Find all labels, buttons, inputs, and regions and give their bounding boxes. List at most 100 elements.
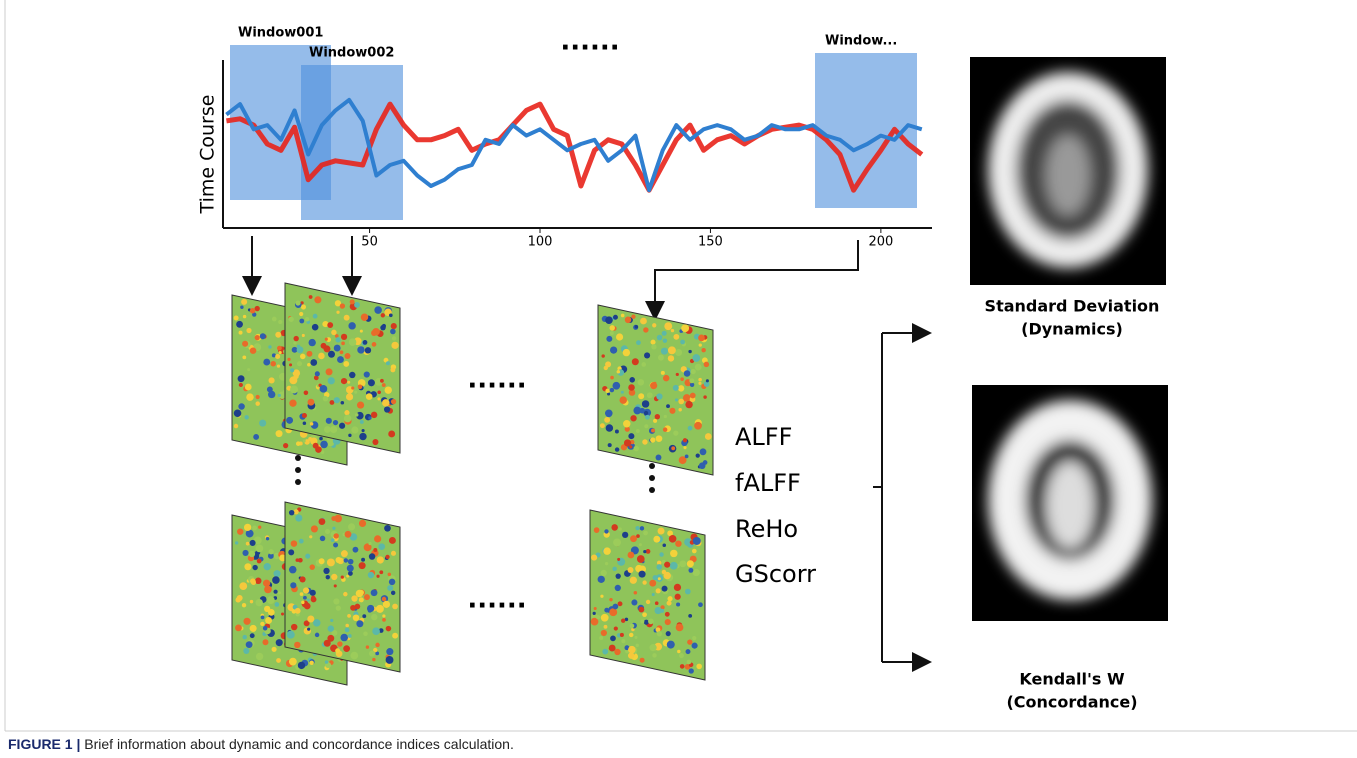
matrix-dot (632, 358, 639, 365)
matrix-dot (350, 652, 358, 660)
output-subtitle: (Dynamics) (1021, 320, 1123, 339)
matrix-dot (283, 443, 288, 448)
vertical-dots (295, 455, 655, 493)
matrix-dot (307, 628, 310, 631)
matrix-dot (272, 647, 277, 652)
matrix-dot (340, 634, 348, 642)
matrix-dot (392, 604, 398, 610)
matrix-dot (314, 296, 321, 303)
matrix-dot (277, 365, 280, 368)
matrix-dot (644, 411, 648, 415)
matrix-dot (602, 649, 608, 655)
matrix-dot (243, 648, 249, 654)
matrix-dot (309, 295, 313, 299)
matrix-dot (663, 427, 667, 431)
matrix-dot (610, 346, 617, 353)
matrix-dot (369, 553, 375, 559)
matrix-dot (308, 399, 315, 406)
matrix-dot (628, 384, 635, 391)
matrix-dot (275, 332, 281, 338)
matrix-dot (591, 554, 597, 560)
matrix-dot (377, 397, 380, 400)
matrix-dot (633, 446, 639, 452)
matrix-dot (263, 359, 270, 366)
matrix-dot (688, 614, 692, 618)
matrix-dot (275, 602, 280, 607)
matrix-dot (701, 348, 705, 352)
matrix-dot (386, 626, 391, 631)
matrix-dot (288, 549, 294, 555)
matrix-dot (349, 338, 357, 346)
matrix-dot (259, 420, 266, 427)
matrix-dot (633, 407, 641, 415)
matrix-dot (661, 348, 668, 355)
matrix-dot (298, 662, 305, 669)
matrix-dot (273, 570, 280, 577)
matrix-dot (656, 435, 663, 442)
matrix-dot (357, 402, 364, 409)
matrix-dot (380, 379, 384, 383)
matrix-dot (648, 618, 654, 624)
matrix-dot (604, 625, 608, 629)
ellipsis: ...... (467, 365, 526, 395)
matrix-dot (618, 601, 623, 606)
matrix-dot (256, 395, 260, 399)
matrix-dot (266, 537, 269, 540)
matrix-dot (605, 562, 608, 565)
matrix-dot (376, 575, 379, 578)
matrix-dot (252, 565, 257, 570)
matrix-dot (372, 658, 375, 661)
matrix-dot (690, 393, 696, 399)
matrix-dot (344, 315, 350, 321)
matrix-dot (696, 453, 700, 457)
matrix-dot (297, 361, 302, 366)
matrix-dot (640, 526, 644, 530)
matrix-dot (309, 661, 313, 665)
matrix-dot (335, 648, 340, 653)
matrix-dot (294, 509, 299, 514)
matrix-dot (273, 590, 277, 594)
matrix-dot (346, 393, 353, 400)
matrix-dot (630, 624, 635, 629)
matrix-dot (350, 299, 355, 304)
matrix-dot (610, 331, 614, 335)
matrix-dot (345, 624, 349, 628)
matrix-dot (617, 558, 620, 561)
matrix-dot (336, 605, 341, 610)
matrix-dot (601, 570, 607, 576)
matrix-dot (657, 631, 662, 636)
matrix-dot (680, 340, 685, 345)
matrix-dot (382, 597, 387, 602)
matrix-dot (651, 428, 655, 432)
matrix-dot (663, 375, 669, 381)
matrix-dot (361, 558, 365, 562)
matrix-dot (684, 370, 691, 377)
output-title: Kendall's W (1019, 670, 1125, 689)
matrix-plane (285, 502, 400, 672)
matrix-dot (253, 434, 259, 440)
x-tick-label: 50 (361, 235, 378, 250)
matrix-dot (289, 400, 296, 407)
matrix-dot (363, 340, 368, 345)
matrix-dot (703, 395, 706, 398)
matrix-dot (610, 376, 614, 380)
output-subtitle: (Concordance) (1006, 693, 1137, 712)
matrix-dot (692, 643, 698, 649)
matrix-dot (692, 549, 697, 554)
matrix-dot (683, 446, 686, 449)
matrix-dot (623, 420, 630, 427)
matrix-dot (671, 357, 674, 360)
matrix-dot (328, 377, 335, 384)
matrix-dot (601, 354, 604, 357)
matrix-dot (287, 631, 295, 639)
matrix-dot (655, 601, 659, 605)
matrix-dot (269, 549, 274, 554)
matrix-dot (386, 656, 394, 664)
matrix-dot (257, 559, 262, 564)
matrix-dot (683, 394, 691, 402)
matrix-dot (390, 329, 396, 335)
matrix-dot (334, 345, 341, 352)
matrix-dot (294, 336, 299, 341)
matrix-dot (679, 560, 686, 567)
matrix-dot (652, 653, 656, 657)
